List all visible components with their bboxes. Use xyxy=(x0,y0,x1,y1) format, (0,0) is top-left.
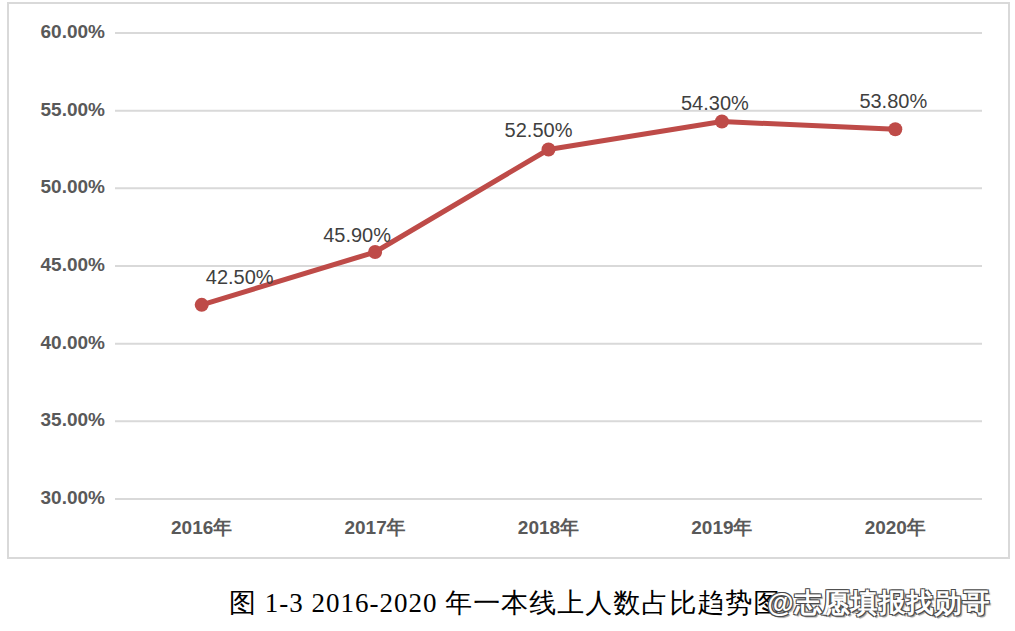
x-tick-label: 2020年 xyxy=(865,517,926,540)
data-point-marker xyxy=(542,143,556,157)
data-point-label: 45.90% xyxy=(323,223,391,247)
watermark-text: @志愿填报找勋哥 xyxy=(767,588,990,618)
data-point-marker xyxy=(715,115,729,129)
x-tick-label: 2019年 xyxy=(691,517,752,540)
data-point-marker xyxy=(888,122,902,136)
y-tick-label: 45.00% xyxy=(0,254,105,277)
chart-caption-row: 图 1-3 2016-2020 年一本线上人数占比趋势图@志愿填报找勋哥 xyxy=(229,585,991,621)
y-tick-label: 55.00% xyxy=(0,99,105,122)
x-tick-label: 2017年 xyxy=(344,517,405,540)
y-tick-label: 35.00% xyxy=(0,409,105,432)
y-tick-label: 50.00% xyxy=(0,176,105,199)
y-tick-label: 60.00% xyxy=(0,21,105,44)
y-tick-label: 30.00% xyxy=(0,487,105,510)
data-point-label: 54.30% xyxy=(681,91,749,115)
data-point-label: 52.50% xyxy=(505,118,573,142)
chart-caption: 图 1-3 2016-2020 年一本线上人数占比趋势图 xyxy=(229,588,781,618)
chart-page: 60.00% 55.00% 50.00% 45.00% 40.00% 35.00% 30.0… xyxy=(0,0,1015,631)
x-tick-label: 2016年 xyxy=(171,517,232,540)
data-point-marker xyxy=(195,298,209,312)
y-tick-label: 40.00% xyxy=(0,332,105,355)
data-point-label: 42.50% xyxy=(206,265,274,289)
data-point-marker xyxy=(368,245,382,259)
data-point-label: 53.80% xyxy=(859,89,927,113)
x-tick-label: 2018年 xyxy=(518,517,579,540)
